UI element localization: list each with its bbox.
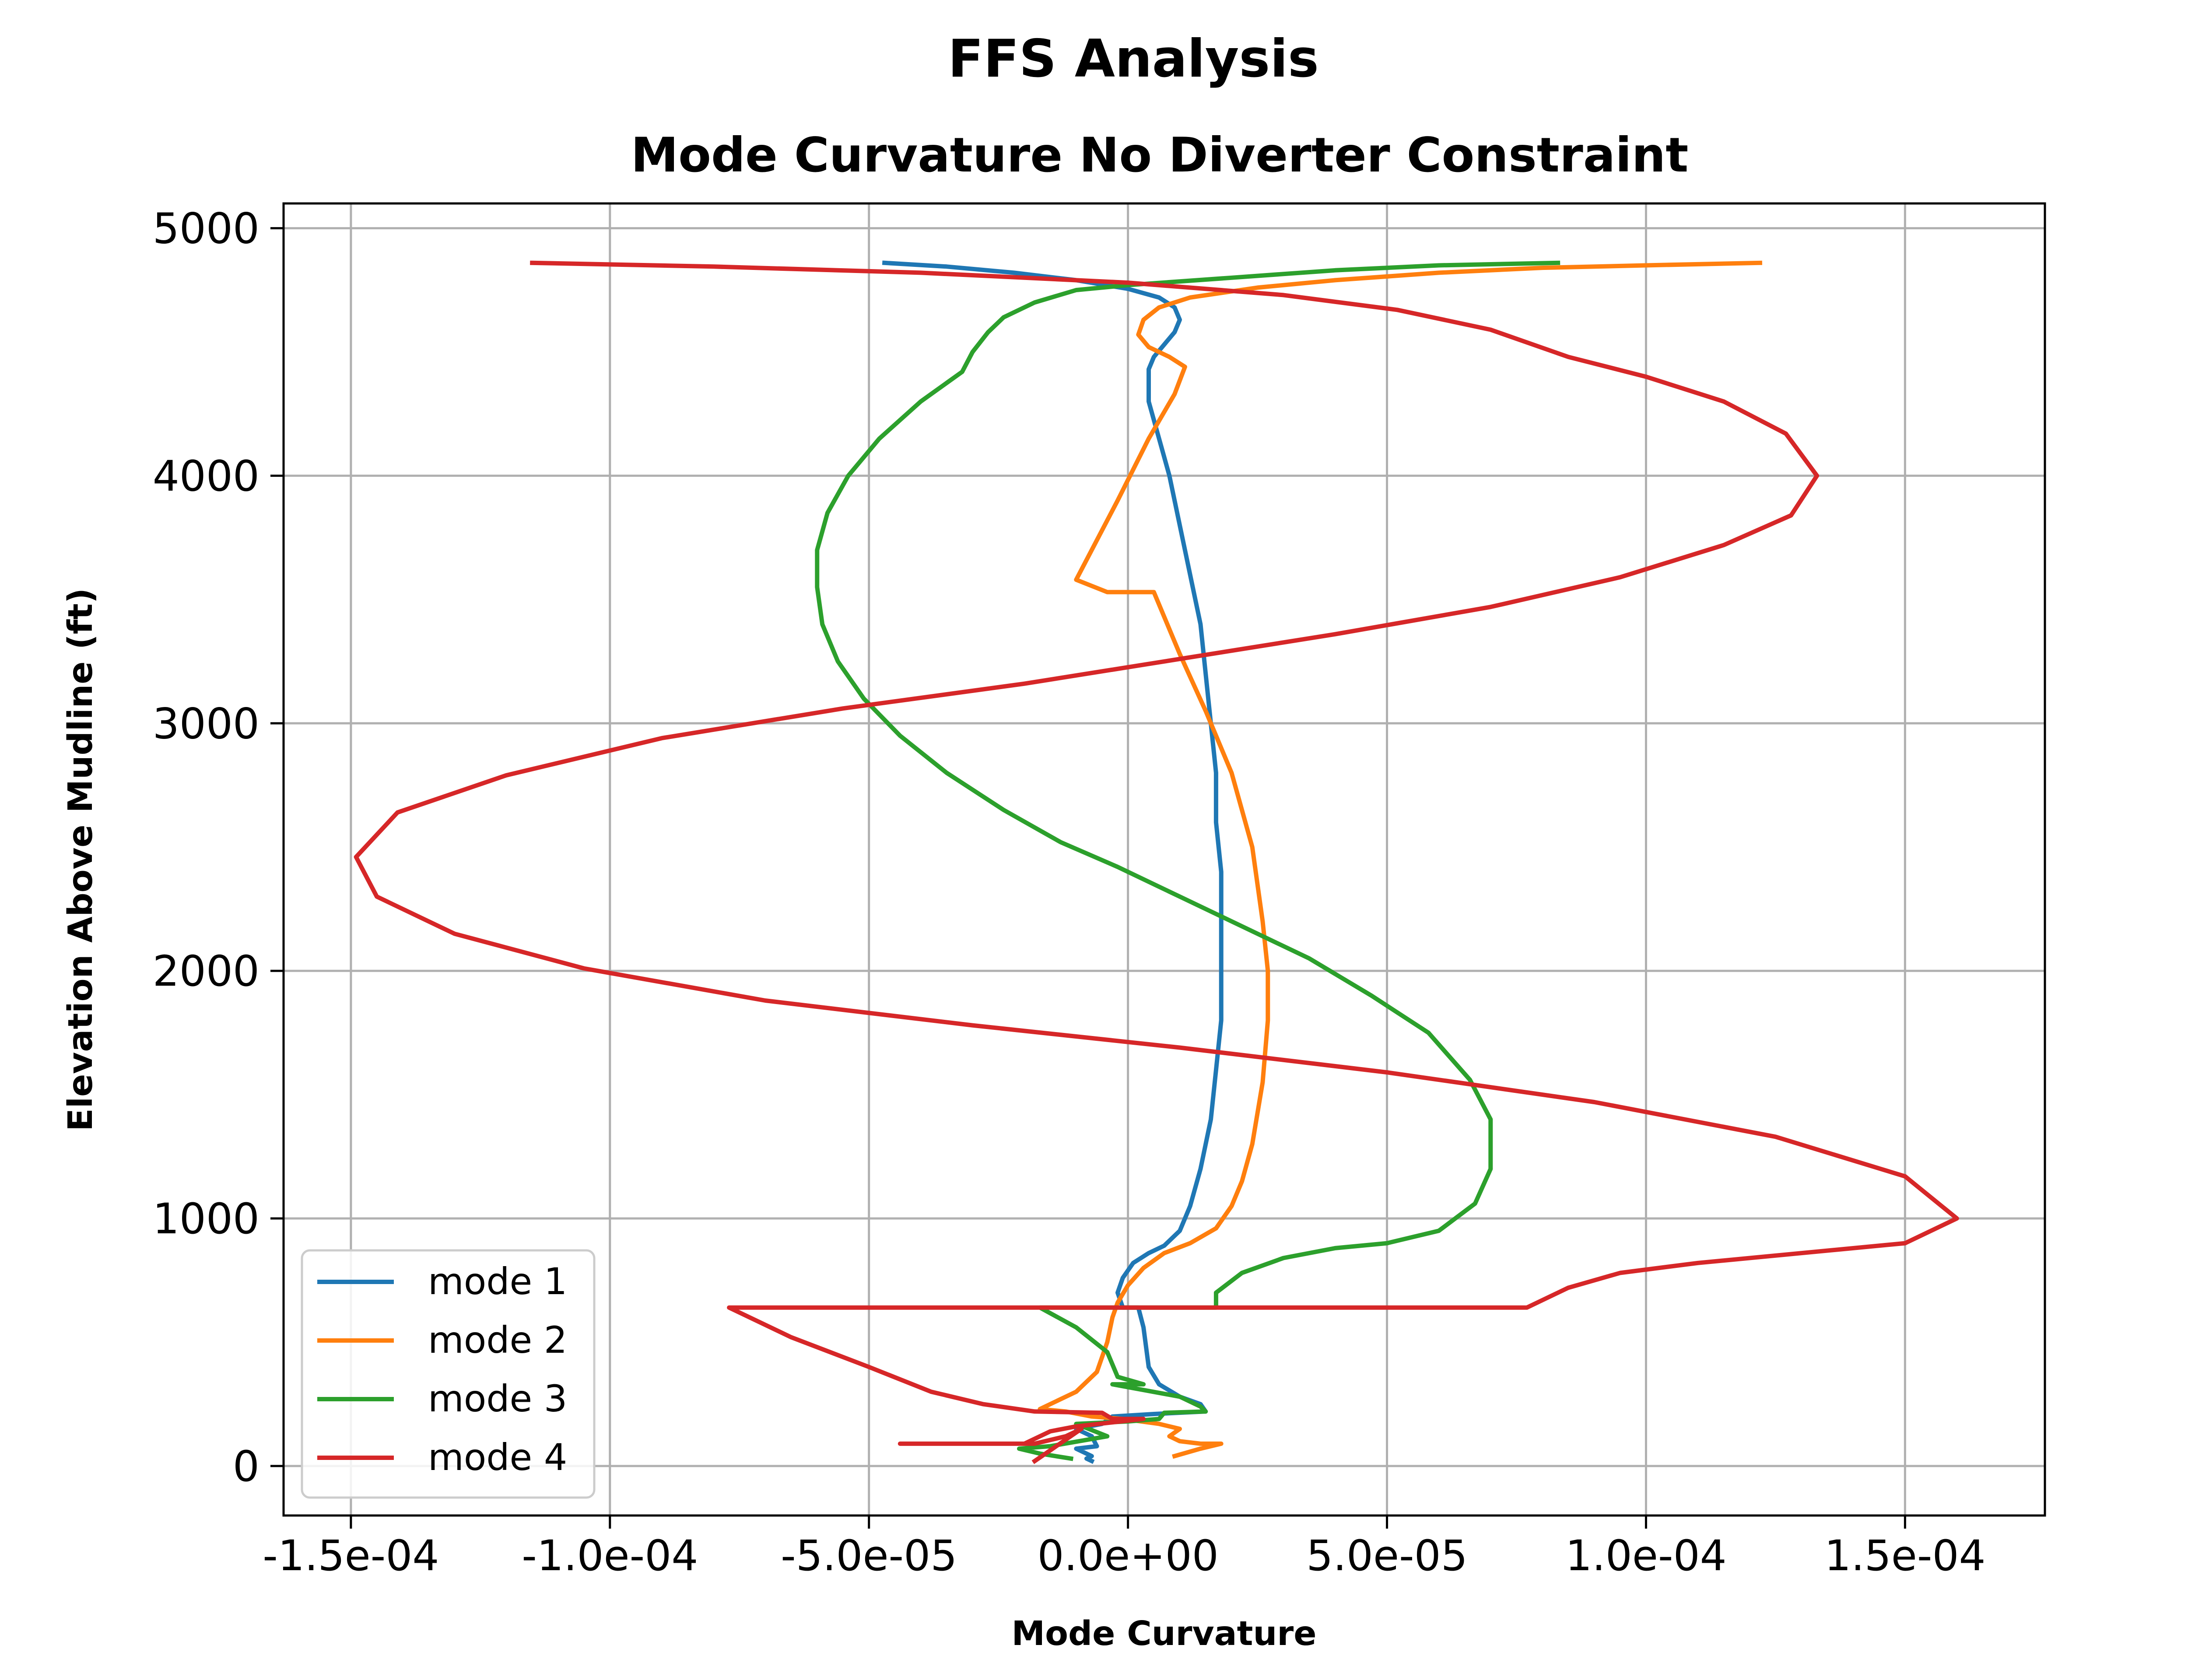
- chart-title: Mode Curvature No Diverter Constraint: [631, 127, 1689, 183]
- series-line-mode-3: [815, 260, 1560, 1461]
- axis-ticks: -1.5e-04 -1.0e-04 -5.0e-05 0.0e+00 5.0e-05 1.…: [153, 204, 1986, 1580]
- legend-label-mode-2: mode 2: [428, 1319, 567, 1362]
- legend-items: mode 1 mode 2 mode 3 mode 4: [317, 1260, 567, 1479]
- x-axis-label: Mode Curvature: [1012, 1614, 1317, 1653]
- x-tick-label: -5.0e-05: [781, 1531, 957, 1580]
- y-tick-label: 4000: [153, 452, 259, 500]
- legend-label-mode-3: mode 3: [428, 1377, 567, 1420]
- grid: [284, 203, 2045, 1516]
- x-tick-label: 0.0e+00: [1037, 1531, 1218, 1580]
- y-tick-label: 1000: [153, 1194, 259, 1243]
- y-tick-label: 3000: [153, 699, 259, 748]
- figure-title: FFS Analysis: [948, 29, 1319, 89]
- legend-label-mode-1: mode 1: [428, 1260, 567, 1303]
- legend: mode 1 mode 2 mode 3 mode 4: [301, 1249, 596, 1499]
- y-tick-label: 2000: [153, 947, 259, 996]
- x-tick-label: 5.0e-05: [1306, 1531, 1468, 1580]
- x-tick-label: -1.5e-04: [263, 1531, 439, 1580]
- series-line-mode-1: [882, 260, 1224, 1464]
- series-line-mode-2: [1038, 260, 1763, 1459]
- legend-box: [301, 1249, 596, 1499]
- x-tick-label: -1.0e-04: [522, 1531, 698, 1580]
- y-axis-label: Elevation Above Mudline (ft): [61, 588, 100, 1131]
- y-tick-label: 0: [233, 1442, 259, 1491]
- legend-label-mode-4: mode 4: [428, 1436, 567, 1479]
- x-tick-label: 1.5e-04: [1824, 1531, 1986, 1580]
- x-tick-label: 1.0e-04: [1565, 1531, 1727, 1580]
- series-line-mode-4: [354, 260, 1959, 1464]
- series-lines: [354, 260, 1959, 1464]
- y-tick-label: 5000: [153, 204, 259, 253]
- axes-frame: [282, 202, 2046, 1517]
